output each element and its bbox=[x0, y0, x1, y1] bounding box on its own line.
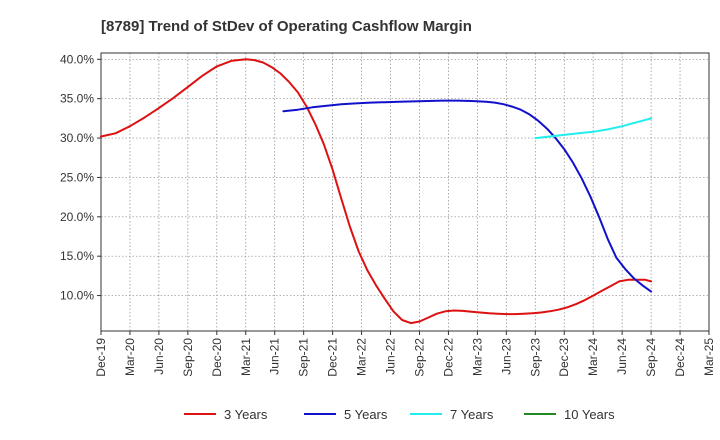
legend-label-5-years: 5 Years bbox=[344, 407, 388, 422]
legend-label-3-years: 3 Years bbox=[224, 407, 268, 422]
x-tick-label: Sep-21 bbox=[297, 338, 311, 377]
x-tick-label: Dec-20 bbox=[210, 338, 224, 377]
y-tick-label: 10.0% bbox=[60, 289, 94, 303]
x-tick-label: Mar-24 bbox=[586, 338, 600, 376]
x-tick-label: Dec-21 bbox=[326, 338, 340, 377]
x-tick-label: Sep-24 bbox=[644, 338, 658, 377]
x-tick-label: Jun-21 bbox=[268, 338, 282, 375]
x-axis: Dec-19 Mar-20 Jun-20 Sep-20 Dec-20 Mar-21 Jun-… bbox=[94, 331, 716, 377]
x-tick-label: Mar-23 bbox=[470, 338, 484, 376]
x-tick-label: Jun-20 bbox=[152, 338, 166, 375]
x-tick-label: Mar-25 bbox=[702, 338, 716, 376]
x-tick-label: Jun-22 bbox=[384, 338, 398, 375]
y-tick-label: 15.0% bbox=[60, 249, 94, 263]
x-tick-label: Mar-22 bbox=[355, 338, 369, 376]
legend: 3 Years 5 Years 7 Years 10 Years bbox=[184, 407, 615, 422]
y-axis: 10.0% 15.0% 20.0% 25.0% 30.0% 35.0% 40.0% bbox=[60, 52, 101, 303]
legend-label-7-years: 7 Years bbox=[450, 407, 494, 422]
x-tick-label: Dec-24 bbox=[673, 338, 687, 377]
grid bbox=[101, 53, 709, 331]
x-tick-label: Jun-23 bbox=[499, 338, 513, 375]
x-tick-label: Dec-19 bbox=[94, 338, 108, 377]
legend-label-10-years: 10 Years bbox=[564, 407, 615, 422]
series-layer bbox=[100, 58, 653, 325]
y-tick-label: 30.0% bbox=[60, 131, 94, 145]
chart-title: [8789] Trend of StDev of Operating Cashf… bbox=[101, 18, 472, 35]
y-tick-label: 25.0% bbox=[60, 170, 94, 184]
series-line-7-years bbox=[534, 117, 653, 140]
x-tick-label: Dec-22 bbox=[441, 338, 455, 377]
y-tick-label: 20.0% bbox=[60, 210, 94, 224]
x-tick-label: Mar-20 bbox=[123, 338, 137, 376]
x-tick-label: Sep-20 bbox=[181, 338, 195, 377]
series-line-5-years bbox=[282, 99, 653, 293]
x-tick-label: Mar-21 bbox=[239, 338, 253, 376]
series-line-3-years bbox=[100, 58, 653, 325]
x-tick-label: Sep-22 bbox=[412, 338, 426, 377]
x-tick-label: Jun-24 bbox=[615, 338, 629, 375]
y-tick-label: 35.0% bbox=[60, 92, 94, 106]
x-tick-label: Dec-23 bbox=[557, 338, 571, 377]
plot-frame bbox=[100, 52, 710, 332]
y-tick-label: 40.0% bbox=[60, 52, 94, 66]
x-tick-label: Sep-23 bbox=[528, 338, 542, 377]
